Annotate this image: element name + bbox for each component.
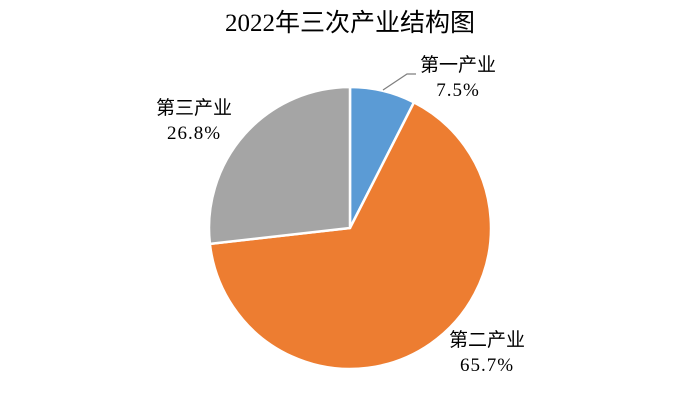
pie-slices: [207, 85, 493, 371]
slice-label-primary-industry: 第一产业 7.5%: [393, 53, 523, 103]
slice-label-secondary-industry: 第二产业 65.7%: [422, 328, 552, 378]
leader-line-primary-industry: [382, 73, 416, 91]
slice-label-value: 7.5%: [436, 80, 480, 101]
slice-label-name: 第二产业: [448, 330, 525, 351]
pie-slice-tertiary-industry: [207, 85, 352, 246]
slice-label-value: 65.7%: [459, 355, 515, 376]
slice-label-name: 第三产业: [155, 98, 232, 119]
slice-label-name: 第一产业: [419, 55, 496, 76]
chart-title: 2022年三次产业结构图: [224, 10, 475, 37]
pie-slice-secondary-industry: [208, 101, 493, 371]
slice-label-tertiary-industry: 第三产业 26.8%: [129, 96, 259, 146]
slice-label-value: 26.8%: [166, 123, 222, 144]
